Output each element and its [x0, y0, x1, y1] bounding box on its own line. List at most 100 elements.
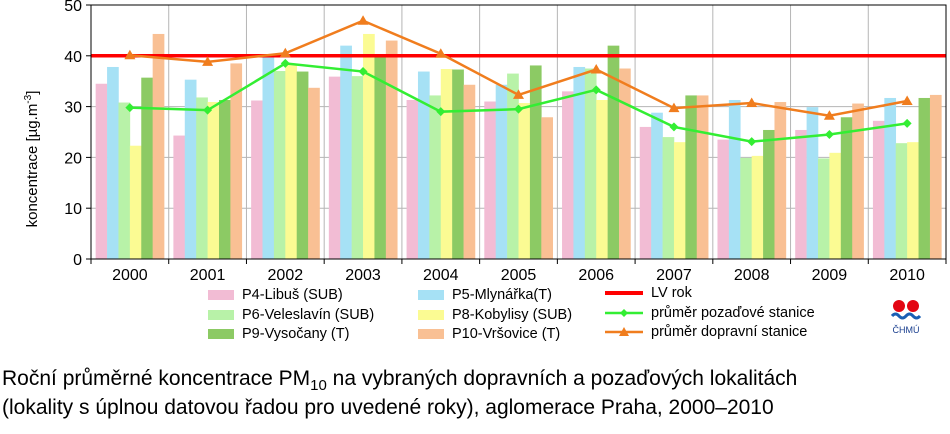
caption-line-2: (lokality s úplnou datovou řadou pro uve… — [2, 396, 774, 419]
bar-s1-2005 — [495, 84, 508, 259]
bar-s1-2009 — [806, 107, 819, 259]
y-tick-label-10: 10 — [64, 201, 82, 218]
bar-s5-2009 — [852, 103, 864, 259]
bar-s5-2010 — [929, 94, 942, 259]
legend-label-p6: P6-Veleslavín (SUB) — [242, 307, 375, 323]
bar-s4-2006 — [607, 45, 620, 259]
bar-s0-2004 — [406, 99, 419, 259]
bar-s1-2003 — [340, 45, 352, 259]
bar-s2-2000 — [118, 102, 131, 259]
legend-swatch-p8 — [418, 310, 444, 320]
legend-item-p9: P9-Vysočany (T) — [208, 326, 349, 342]
bar-s2-2010 — [895, 143, 908, 259]
x-tick-label-2001: 2001 — [190, 267, 226, 284]
bar-s3-2007 — [673, 142, 686, 259]
bar-s3-2006 — [596, 99, 608, 259]
plot-frame — [90, 4, 947, 260]
bar-s4-2008 — [763, 129, 775, 259]
bar-s4-2005 — [529, 65, 542, 260]
bar-s2-2007 — [662, 137, 675, 259]
legend-swatch-p10 — [418, 329, 444, 339]
x-tick-label-2010: 2010 — [889, 267, 925, 284]
x-tick-label-2005: 2005 — [501, 267, 537, 284]
legend-label-p10: P10-Vršovice (T) — [452, 326, 561, 342]
marker-traffic-avg-2003 — [357, 15, 369, 25]
bar-s4-2003 — [374, 54, 387, 260]
bar-s3-2009 — [829, 152, 842, 259]
bar-s1-2007 — [651, 112, 663, 259]
marker-background-avg-2003 — [358, 67, 368, 77]
marker-traffic-avg-2007 — [668, 102, 680, 113]
bar-s0-2005 — [484, 101, 496, 260]
marker-background-avg-2005 — [514, 104, 523, 114]
chmu-logo: ČHMÚ — [890, 300, 922, 335]
bar-s2-2005 — [507, 73, 519, 259]
y-axis-label: koncentrace [µg.m-3] — [23, 91, 41, 228]
bar-s2-2004 — [429, 95, 442, 259]
bar-s4-2001 — [218, 99, 231, 259]
bar-s1-2001 — [184, 79, 197, 260]
bar-s4-2009 — [840, 117, 853, 259]
x-tick-label-2000: 2000 — [112, 267, 148, 284]
bar-s5-2004 — [463, 84, 476, 259]
bar-s5-2000 — [152, 33, 165, 260]
bar-s5-2006 — [619, 68, 631, 259]
bar-s0-2003 — [328, 76, 341, 260]
bar-s0-2007 — [639, 126, 652, 259]
legend-swatch-p6 — [208, 310, 234, 320]
marker-traffic-avg-2009 — [823, 110, 835, 120]
bar-s0-2001 — [173, 135, 186, 259]
x-tick-label-2006: 2006 — [578, 267, 614, 284]
bar-s3-2005 — [518, 103, 531, 259]
bar-s4-2004 — [452, 69, 464, 260]
y-tick-label-20: 20 — [64, 150, 82, 167]
legend-line-background-avg — [605, 309, 643, 317]
legend-label-p9: P9-Vysočany (T) — [242, 326, 350, 342]
bar-s4-2007 — [685, 95, 698, 259]
bar-s1-2002 — [262, 54, 275, 259]
bar-s1-2006 — [573, 66, 586, 259]
marker-traffic-avg-2002 — [279, 47, 291, 58]
marker-background-avg-2007 — [669, 122, 679, 132]
marker-background-avg-2008 — [747, 137, 757, 147]
legend-label-background-avg: průměr pozaďové stanice — [651, 305, 815, 321]
legend-label-traffic-avg: průměr dopravní stanice — [651, 324, 808, 340]
marker-background-avg-2010 — [902, 118, 912, 128]
bar-s2-2001 — [196, 97, 208, 260]
chmu-logo-text: ČHMÚ — [893, 325, 920, 335]
bar-s4-2000 — [141, 77, 153, 259]
legend-item-background-avg: průměr pozaďové stanice — [605, 305, 815, 321]
chart-lines — [91, 15, 946, 147]
bar-s3-2002 — [285, 63, 298, 259]
marker-traffic-avg-2005 — [513, 89, 524, 99]
bar-s3-2001 — [207, 102, 220, 259]
y-tick-label-50: 50 — [64, 0, 82, 15]
caption-line-1: Roční průměrné koncentrace PM10 na vybra… — [2, 367, 798, 394]
bar-s2-2008 — [740, 157, 752, 259]
bar-s0-2000 — [95, 83, 108, 260]
marker-traffic-avg-2010 — [901, 95, 913, 106]
bar-s5-2008 — [774, 102, 787, 259]
x-tick-label-2003: 2003 — [345, 267, 381, 284]
bar-s0-2008 — [717, 139, 730, 259]
marker-background-avg-2001 — [203, 105, 213, 115]
x-tick-label-2008: 2008 — [734, 267, 770, 284]
y-tick-label-40: 40 — [64, 49, 82, 66]
marker-traffic-avg-2008 — [746, 97, 758, 108]
bar-s3-2000 — [129, 145, 142, 259]
bar-s0-2010 — [872, 120, 885, 259]
chart-tick-labels: 0 10 20 30 40 50 2000 2001 2002 2003 2004 2005 2006 2… — [64, 0, 925, 284]
bar-s0-2002 — [251, 100, 263, 259]
x-tick-label-2009: 2009 — [812, 267, 848, 284]
y-tick-label-0: 0 — [73, 252, 82, 269]
bar-s5-2001 — [230, 63, 243, 259]
legend-label-p8: P8-Kobylisy (SUB) — [452, 307, 573, 323]
bar-s2-2009 — [818, 158, 830, 259]
bar-s5-2005 — [541, 117, 553, 259]
chart-bars — [95, 33, 942, 260]
bar-s3-2008 — [751, 155, 764, 259]
marker-background-avg-2009 — [824, 130, 834, 140]
bar-s1-2004 — [417, 71, 430, 259]
bar-s0-2006 — [562, 91, 574, 259]
marker-background-avg-2004 — [436, 107, 446, 117]
